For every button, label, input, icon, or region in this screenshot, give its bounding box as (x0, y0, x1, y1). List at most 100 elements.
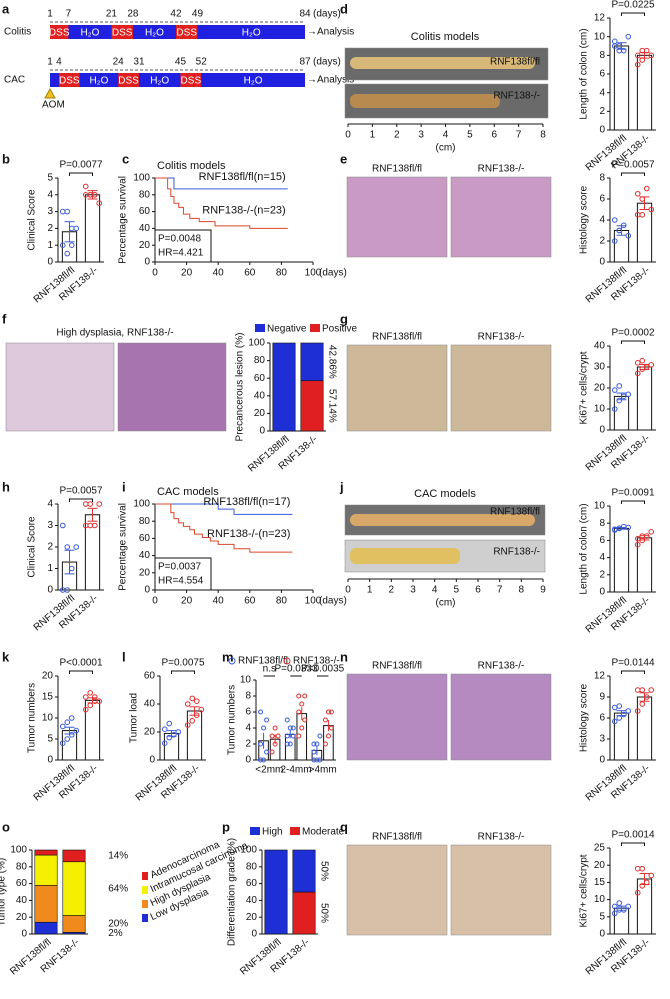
y-tick-label: 60 (144, 671, 156, 682)
panel-letter: l (122, 649, 126, 664)
y-tick-label: 4 (47, 499, 53, 510)
survival-curve (155, 503, 293, 553)
image (346, 344, 448, 432)
segment-label: H₂O (145, 28, 164, 39)
stacked-segment (300, 342, 324, 382)
x-tick-label: 100 (305, 596, 322, 607)
dot (269, 749, 275, 755)
dot (272, 725, 278, 731)
dot (325, 709, 331, 715)
dot (625, 33, 632, 40)
image-label: RNF138-/- (478, 832, 525, 843)
dot (166, 720, 173, 727)
dot (193, 698, 200, 705)
dot (96, 501, 103, 507)
panel-letter: e (340, 151, 347, 166)
dot (648, 52, 655, 59)
y-tick-label: 0 (599, 587, 605, 598)
day-label: 49 (192, 9, 204, 20)
y-tick-label: 20 (246, 912, 258, 923)
y-tick-label: 4 (599, 552, 605, 563)
segment-label: DSS (112, 28, 133, 39)
day-label: 28 (127, 9, 139, 20)
day-label: 84 (299, 9, 311, 20)
dot (64, 544, 71, 550)
dot (73, 544, 80, 550)
dot (64, 719, 71, 726)
image (5, 342, 115, 432)
dot (620, 711, 627, 718)
dot (648, 872, 655, 879)
legend-label: Positive (322, 324, 357, 335)
dot (59, 723, 66, 730)
survival-curve (155, 177, 288, 229)
dot (275, 733, 281, 739)
dot (634, 52, 641, 59)
dot (287, 725, 293, 731)
row-label: Colitis (4, 27, 31, 38)
stacked-segment (264, 849, 288, 935)
y-tick-label: 80 (254, 355, 266, 366)
y-tick-label: 0 (599, 929, 605, 940)
y-tick-label: 10 (594, 404, 606, 415)
y-tick-label: 3 (47, 206, 53, 217)
day-label: 4 (56, 57, 62, 68)
y-tick-label: 2 (245, 739, 251, 750)
day-unit: (days) (313, 57, 341, 68)
image-label: RNF138fl/fl (372, 661, 422, 672)
colon (350, 57, 535, 69)
dot (611, 704, 618, 711)
p-value: P=0.0057 (59, 486, 103, 497)
dot (625, 391, 632, 398)
dot (87, 501, 94, 507)
dot (296, 693, 302, 699)
y-axis-label: Tumor numbers (27, 683, 38, 753)
y-tick-label: 60 (16, 878, 28, 889)
dss-block (50, 25, 69, 39)
dot (193, 712, 200, 719)
aom-marker (44, 87, 56, 99)
dot (611, 903, 618, 910)
y-tick-label: 10 (594, 894, 606, 905)
p-value: P=0.0075 (161, 658, 205, 669)
dot (91, 522, 98, 529)
y-tick-label: 0 (245, 755, 251, 766)
y-axis-label: Length of colon (cm) (579, 503, 590, 594)
bar (613, 45, 630, 131)
segment-label: H₂O (244, 76, 263, 87)
dot (264, 717, 270, 723)
y-tick-label: 60 (139, 533, 151, 544)
stats-box (154, 557, 212, 591)
dss-block (111, 25, 133, 39)
dot (59, 740, 66, 747)
y-tick-label: 5 (47, 734, 53, 745)
dot (643, 364, 650, 370)
dot (611, 406, 618, 412)
y-tick-label: 10 (240, 675, 252, 686)
dot (272, 741, 278, 747)
x-tick-label: 80 (276, 596, 288, 607)
panel-letter: n (340, 649, 348, 664)
y-tick-label: 20 (144, 727, 156, 738)
y-tick-label: 80 (139, 516, 151, 527)
dot (634, 541, 641, 548)
dot (625, 232, 632, 239)
dot (91, 694, 98, 700)
y-tick-label: 100 (240, 845, 257, 856)
y-tick-label: 3 (47, 520, 53, 531)
survival-curve (155, 503, 293, 515)
y-tick-label: 80 (246, 861, 258, 872)
stacked-segment (62, 915, 86, 933)
panel-letter: g (340, 311, 348, 326)
x-tick-label: 0 (152, 596, 158, 607)
y-tick-label: 8 (599, 173, 605, 184)
dot (634, 360, 641, 366)
dot (261, 757, 267, 763)
stats-box (154, 229, 212, 263)
dot (634, 535, 641, 542)
y-tick-label: 4 (245, 723, 251, 734)
dot (314, 757, 320, 763)
dot (264, 749, 270, 755)
p-bracket (171, 670, 195, 674)
